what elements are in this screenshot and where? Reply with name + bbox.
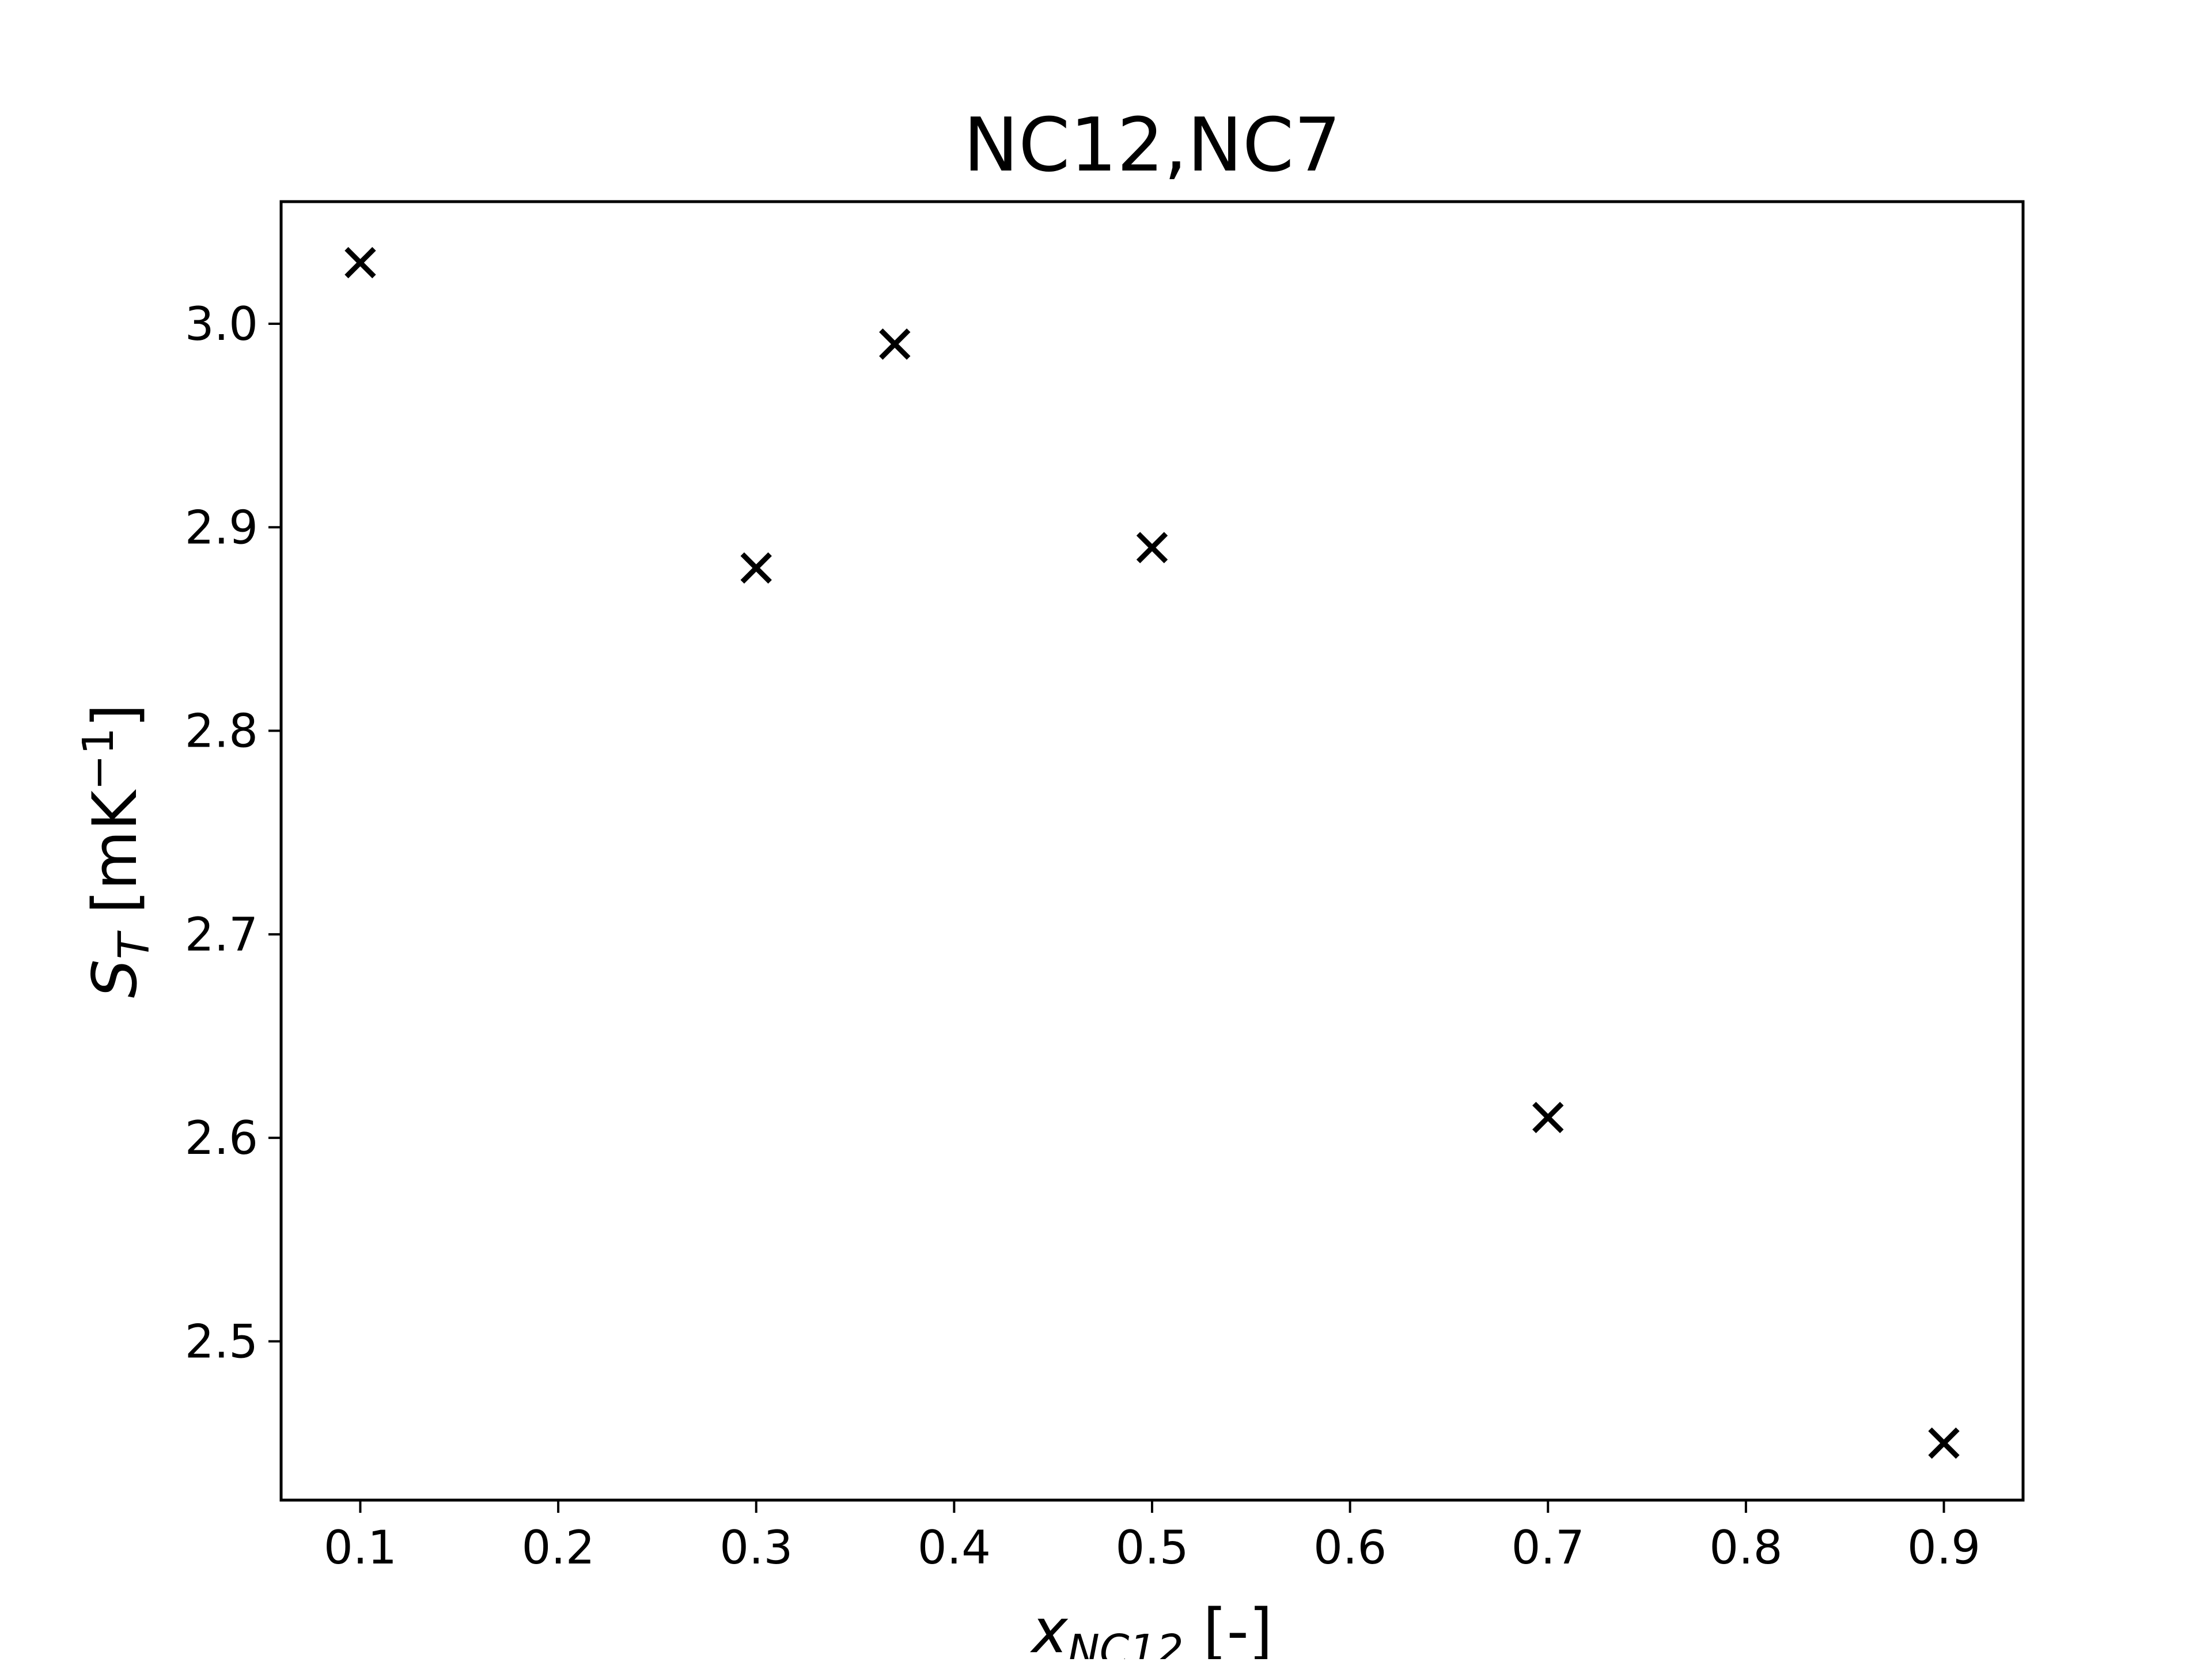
data-point-marker: [1136, 532, 1168, 563]
marker-stroke: [740, 552, 772, 584]
chart-title: NC12,NC7: [963, 103, 1340, 188]
data-point-marker: [1928, 1427, 1960, 1459]
data-points: [344, 247, 1960, 1459]
x-tick-label: 0.8: [1709, 1521, 1782, 1574]
marker-stroke: [1928, 1427, 1960, 1459]
y-tick-label: 2.7: [185, 908, 258, 961]
y-axis-label-subscript: T: [109, 930, 159, 959]
y-axis-label-unit-start: [mK: [79, 789, 150, 933]
x-axis-label: xNC12 [-]: [1030, 1596, 1273, 1659]
data-point-marker: [344, 247, 376, 279]
ticks-layer: 0.1 0.2 0.3 0.4 0.5 0.6 0.7 0.8 0.9 2.5 2.6 2.7 2.8 2…: [185, 297, 1980, 1574]
x-tick-label: 0.6: [1313, 1521, 1387, 1574]
y-tick-label: 3.0: [185, 297, 258, 351]
data-point-marker: [879, 328, 911, 360]
y-axis-label: ST [mK−1]: [74, 704, 159, 998]
x-tick-label: 0.4: [918, 1521, 991, 1574]
x-tick-label: 0.3: [719, 1521, 793, 1574]
x-tick-label: 0.2: [521, 1521, 594, 1574]
x-tick-label: 0.1: [324, 1521, 397, 1574]
marker-stroke: [879, 328, 911, 360]
data-point-marker: [740, 552, 772, 584]
x-axis-label-base: x: [1030, 1596, 1069, 1659]
y-tick-label: 2.6: [185, 1111, 258, 1165]
y-tick-label: 2.5: [185, 1315, 258, 1368]
y-axis-label-superscript: −1: [74, 728, 123, 790]
y-tick-label: 2.8: [185, 705, 258, 758]
x-tick-label: 0.9: [1907, 1521, 1980, 1574]
marker-stroke: [344, 247, 376, 279]
y-axis-label-unit-end: ]: [79, 704, 150, 728]
marker-stroke: [1532, 1101, 1564, 1133]
y-tick-label: 2.9: [185, 501, 258, 554]
plot-area-frame: [279, 200, 2025, 1502]
x-axis-label-subscript: NC12: [1067, 1626, 1183, 1659]
x-tick-label: 0.5: [1115, 1521, 1188, 1574]
marker-stroke: [1136, 532, 1168, 563]
data-point-marker: [1532, 1101, 1564, 1133]
x-tick-label: 0.7: [1512, 1521, 1585, 1574]
y-axis-label-base: S: [79, 959, 150, 998]
x-axis-label-unit: [-]: [1184, 1596, 1273, 1659]
